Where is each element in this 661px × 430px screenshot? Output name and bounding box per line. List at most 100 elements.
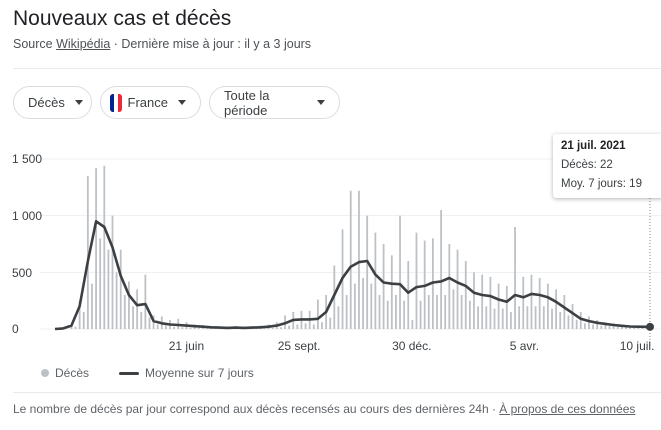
hover-point	[646, 322, 654, 331]
chart-legend: Décès Moyenne sur 7 jours	[41, 366, 254, 380]
deaths-bar	[263, 328, 266, 329]
deaths-bar	[555, 289, 558, 329]
deaths-bar	[99, 238, 102, 329]
deaths-bar	[444, 295, 447, 329]
average-line	[54, 220, 650, 331]
deaths-bar	[386, 300, 389, 329]
deaths-bar	[82, 312, 85, 329]
deaths-bar	[464, 261, 467, 329]
deaths-bar	[468, 300, 471, 329]
source-prefix: Source	[13, 37, 53, 51]
deaths-bar	[510, 312, 512, 329]
deaths-bar	[501, 308, 504, 329]
deaths-bar	[448, 244, 451, 329]
deaths-bar	[271, 327, 274, 329]
deaths-bar	[485, 306, 488, 329]
divider	[13, 392, 661, 393]
deaths-bar	[571, 304, 574, 329]
deaths-bar	[481, 274, 484, 329]
deaths-bar	[518, 306, 521, 329]
deaths-bar	[534, 306, 537, 329]
deaths-bar	[86, 176, 89, 329]
deaths-bar	[390, 255, 393, 329]
legend-deaths-swatch	[41, 369, 49, 377]
deaths-bar	[280, 327, 282, 329]
deaths-bar	[288, 325, 291, 329]
footer-separator: ·	[488, 402, 500, 416]
deaths-bar	[349, 190, 352, 329]
deaths-bar	[493, 308, 496, 329]
deaths-bar	[74, 326, 77, 329]
deaths-bar	[103, 165, 106, 329]
deaths-bar	[362, 278, 364, 329]
deaths-bar	[321, 322, 323, 329]
deaths-bar	[460, 295, 463, 329]
footer-text: Le nombre de décès par jour correspond a…	[13, 402, 489, 416]
y-tick-label: 0	[12, 322, 19, 336]
deaths-bar	[370, 283, 373, 329]
page-title: Nouveaux cas et décès	[13, 7, 232, 30]
deaths-bar	[123, 295, 126, 329]
deaths-bar	[616, 326, 619, 329]
deaths-bar	[296, 324, 299, 329]
deaths-bar	[567, 315, 570, 329]
y-tick-label: 1 000	[12, 209, 43, 223]
tooltip-date: 21 juil. 2021	[561, 140, 626, 152]
deaths-bar	[148, 317, 151, 329]
deaths-bar	[316, 299, 319, 329]
deaths-bar	[546, 283, 549, 329]
deaths-bar	[579, 312, 582, 329]
deaths-bar	[436, 295, 438, 329]
tooltip-deaths: Décès: 22	[561, 159, 613, 171]
deaths-bar	[95, 168, 97, 329]
deaths-bar	[189, 327, 192, 329]
deaths-bar	[304, 323, 307, 329]
deaths-bar	[497, 283, 500, 329]
x-tick-label: 5 avr.	[509, 339, 540, 353]
deaths-bar	[399, 215, 401, 329]
deaths-bar	[588, 316, 590, 329]
deaths-bar	[641, 327, 644, 329]
deaths-bar	[382, 244, 385, 329]
deaths-bar	[452, 289, 455, 329]
legend-average-label: Moyenne sur 7 jours	[145, 366, 254, 380]
metric-dropdown[interactable]: Décès	[13, 86, 92, 119]
x-tick-label: 25 sept.	[277, 339, 321, 353]
deaths-bar	[115, 272, 118, 329]
period-dropdown[interactable]: Toute la période	[209, 86, 340, 119]
deaths-bar	[608, 326, 611, 329]
deaths-bar	[575, 319, 578, 329]
deaths-bar	[592, 324, 594, 329]
deaths-bar	[411, 319, 414, 329]
y-tick-label: 500	[12, 266, 33, 280]
france-flag-icon	[110, 93, 122, 112]
deaths-bar	[456, 249, 459, 329]
period-label: Toute la période	[224, 87, 270, 118]
deaths-bar	[197, 327, 200, 329]
deaths-bar	[505, 285, 508, 329]
deaths-bar	[132, 306, 134, 329]
tooltip-average: Moy. 7 jours: 19	[561, 178, 642, 190]
deaths-bar	[583, 323, 586, 329]
legend-deaths-label: Décès	[55, 366, 90, 380]
source-link[interactable]: Wikipédia	[56, 37, 111, 51]
deaths-bar	[337, 306, 340, 329]
deaths-bar	[366, 215, 369, 329]
deaths-bar	[173, 326, 176, 329]
deaths-bar	[407, 261, 410, 329]
caret-down-icon	[317, 100, 325, 105]
country-label: France	[127, 95, 168, 110]
deaths-bar	[165, 325, 167, 329]
country-dropdown[interactable]: France	[100, 86, 201, 119]
last-updated: · Dernière mise à jour : il y a 3 jours	[113, 37, 312, 51]
about-data-link[interactable]: À propos de ces données	[499, 402, 636, 416]
deaths-bar	[358, 190, 360, 329]
deaths-bar	[559, 312, 562, 329]
deaths-bar	[542, 306, 545, 329]
deaths-bar	[415, 232, 418, 329]
x-tick-label: 10 juil.	[619, 339, 655, 353]
x-tick-label: 30 déc.	[392, 339, 432, 353]
deaths-bar	[419, 300, 422, 329]
deaths-bar	[551, 308, 553, 329]
